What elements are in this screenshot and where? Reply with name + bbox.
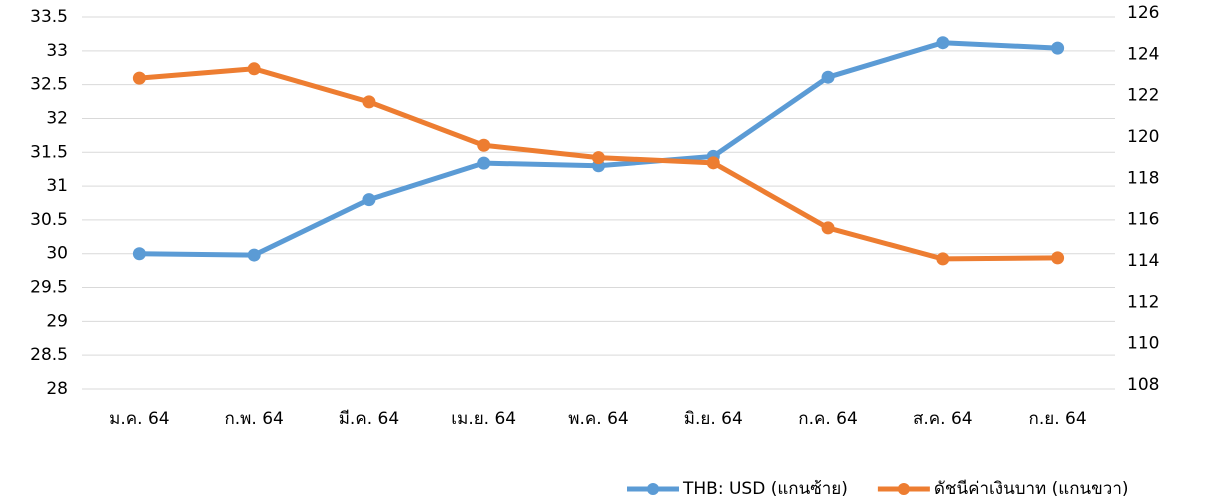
y2-tick-label: 108 (1127, 375, 1159, 395)
x-tick-label: ก.พ. 64 (224, 409, 283, 429)
y2-tick-label: 112 (1127, 292, 1159, 312)
y-tick-label: 28.5 (30, 345, 68, 365)
legend-label: ดัชนีค่าเงินบาท (แกนขวา) (934, 479, 1129, 499)
data-point (821, 70, 835, 84)
data-point (706, 156, 720, 170)
y-tick-label: 31.5 (30, 142, 68, 162)
x-tick-label: ก.ย. 64 (1029, 409, 1087, 429)
y2-tick-label: 118 (1127, 168, 1159, 188)
data-point (936, 252, 950, 266)
legend-marker (647, 483, 659, 495)
data-point (362, 193, 376, 207)
data-point (132, 247, 146, 261)
x-tick-label: ส.ค. 64 (913, 409, 973, 429)
y-tick-label: 33 (46, 41, 68, 61)
data-point (477, 138, 491, 152)
y-tick-label: 29 (46, 311, 68, 331)
y2-tick-label: 114 (1127, 251, 1159, 271)
data-point (362, 95, 376, 109)
y-tick-label: 31 (46, 176, 68, 196)
x-tick-label: มี.ค. 64 (339, 409, 399, 429)
y-tick-label: 30 (46, 244, 68, 264)
data-point (936, 36, 950, 50)
y-tick-label: 33.5 (30, 7, 68, 27)
y2-tick-label: 110 (1127, 334, 1159, 354)
data-point (1051, 41, 1065, 55)
x-tick-label: ก.ค. 64 (798, 409, 858, 429)
data-point (821, 221, 835, 235)
data-point (592, 151, 605, 165)
y2-tick-label: 124 (1127, 44, 1159, 64)
y-tick-label: 30.5 (30, 210, 68, 230)
y-tick-label: 32.5 (30, 75, 68, 95)
y-tick-label: 28 (46, 379, 68, 399)
y2-tick-label: 122 (1127, 86, 1159, 106)
data-point (1051, 251, 1065, 265)
x-tick-label: เม.ย. 64 (451, 409, 516, 429)
y2-tick-label: 126 (1127, 3, 1159, 23)
y2-tick-label: 120 (1127, 127, 1159, 147)
data-point (132, 71, 146, 85)
data-point (247, 62, 261, 76)
x-tick-label: พ.ค. 64 (568, 409, 628, 429)
y-tick-label: 29.5 (30, 278, 68, 298)
data-point (477, 156, 491, 170)
y-tick-label: 32 (46, 108, 68, 128)
data-point (247, 248, 261, 262)
legend-marker (897, 483, 910, 495)
x-tick-label: มิ.ย. 64 (684, 409, 743, 429)
y2-tick-label: 116 (1127, 210, 1159, 230)
x-tick-label: ม.ค. 64 (109, 409, 169, 429)
legend-label: THB: USD (แกนซ้าย) (682, 479, 848, 499)
